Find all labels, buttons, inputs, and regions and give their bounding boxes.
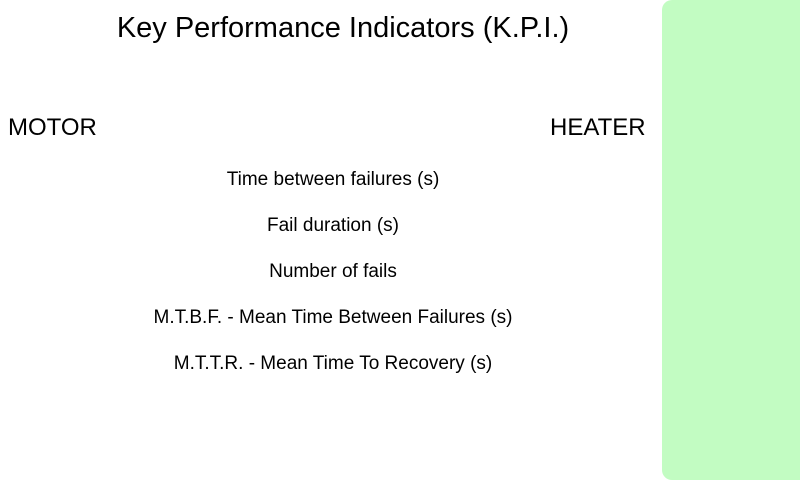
motor-label: MOTOR	[8, 114, 97, 141]
kpi-list: Time between failures (s) Fail duration …	[0, 168, 666, 398]
kpi-mttr: M.T.T.R. - Mean Time To Recovery (s)	[173, 353, 493, 374]
kpi-mtbf: M.T.B.F. - Mean Time Between Failures (s…	[153, 307, 513, 328]
page-title: Key Performance Indicators (K.P.I.)	[116, 12, 570, 44]
kpi-time-between-failures: Time between failures (s)	[226, 169, 440, 190]
kpi-number-of-fails: Number of fails	[269, 261, 397, 282]
side-panel[interactable]	[662, 0, 800, 480]
kpi-fail-duration: Fail duration (s)	[267, 215, 399, 236]
heater-label: HEATER	[550, 114, 646, 141]
